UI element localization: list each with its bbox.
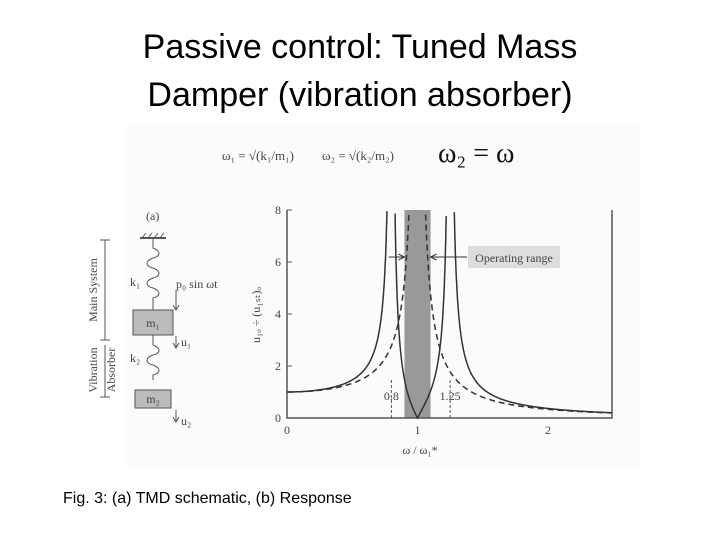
formula: ω₁ = √(k₁/m₁): [222, 148, 294, 163]
range-label: Operating range: [475, 251, 553, 265]
mass: [132, 309, 174, 336]
label: u₁: [181, 335, 191, 349]
operating-band: [404, 210, 431, 418]
panel-label: (a): [146, 209, 159, 223]
x-tick-label: 1: [415, 423, 421, 437]
arrows: [172, 290, 180, 423]
label: k₂: [130, 351, 140, 365]
label: Absorber: [104, 348, 118, 393]
title-line: Damper (vibration absorber): [147, 76, 572, 114]
y-tick-label: 2: [275, 359, 281, 373]
mass: [134, 389, 172, 409]
annotation: 1.25: [440, 389, 461, 403]
y-tick-label: 8: [275, 203, 281, 217]
formula: ω₂ = √(k₂/m₂): [322, 148, 394, 163]
label: m₂: [146, 392, 160, 406]
range-box: [468, 246, 560, 268]
y-tick-label: 4: [275, 307, 281, 321]
label: k₁: [130, 275, 140, 289]
range-arrows: [388, 253, 468, 261]
response-plot: u₁ₒ ÷ (u₁ₛₜ)ₒ ω / ω₁* 0 2 4 6 8 0 1 2 0.8 1.25 Ope…: [249, 203, 613, 457]
annotation: 0.8: [384, 389, 399, 403]
tmd-curve: [287, 211, 613, 420]
title-line: Passive control: Tuned Mass: [143, 28, 578, 66]
y-axis-label: u₁ₒ ÷ (u₁ₛₜ)ₒ: [249, 287, 263, 343]
x-tick-label: 0: [284, 423, 290, 437]
y-tick-label: 0: [275, 411, 281, 425]
label: p₀ sin ωt: [176, 277, 218, 291]
label: m₁: [146, 316, 160, 330]
spring: [146, 238, 160, 310]
y-tick-label: 6: [275, 255, 281, 269]
label: Vibration: [86, 347, 100, 392]
figure: ω₁ = √(k₁/m₁) ω₂ = √(k₂/m₂) ω₂ = ω (a) k…: [86, 126, 641, 466]
spring: [146, 335, 160, 380]
formula: ω₂ = ω: [438, 138, 514, 169]
label: Main System: [86, 258, 100, 322]
brackets: [100, 239, 110, 398]
single-dof-curve: [287, 214, 612, 414]
ground-hatch: [141, 232, 165, 239]
caption: Fig. 3: (a) TMD schematic, (b) Response: [63, 490, 352, 507]
x-tick-label: 2: [545, 423, 551, 437]
label: u₂: [181, 414, 191, 428]
x-axis-label: ω / ω₁*: [402, 443, 437, 457]
